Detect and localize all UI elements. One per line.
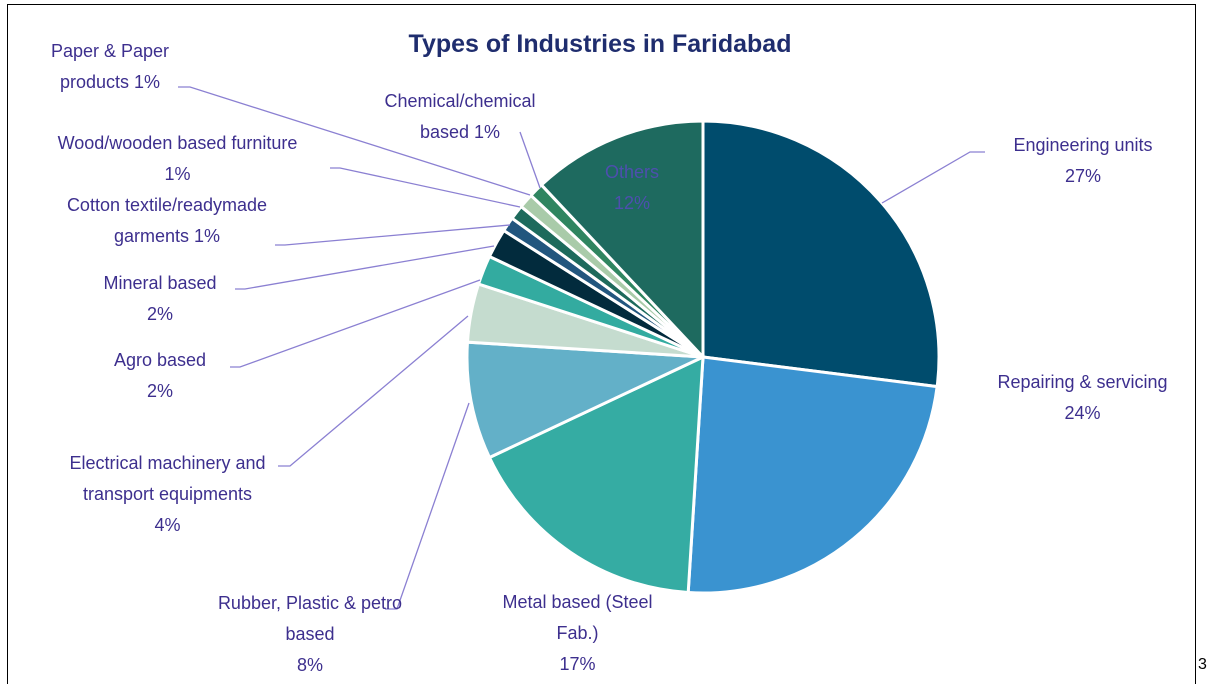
value-label: 17% — [559, 654, 596, 674]
leader-line — [275, 224, 511, 246]
leader-line — [330, 167, 521, 208]
value-label: 8% — [296, 655, 323, 675]
pie-slice — [487, 354, 705, 595]
pie-slice — [539, 119, 705, 361]
category-name: Rubber, Plastic & petro based — [217, 593, 403, 644]
category-name: Others — [604, 162, 660, 182]
slice-label: Paper & Paper products 1% — [35, 36, 185, 98]
leader-line — [385, 402, 470, 610]
value-label: 24% — [1064, 403, 1101, 423]
leader-line — [881, 151, 985, 204]
value-label: 1% — [194, 226, 221, 246]
slice-label: Cotton textile/readymade garments 1% — [32, 190, 302, 252]
leader-line — [178, 86, 531, 196]
pie-slice — [465, 340, 704, 460]
category-name: Repairing & servicing — [997, 372, 1168, 392]
pie-slice — [701, 119, 941, 389]
value-label: 4% — [154, 515, 181, 535]
leader-line — [519, 131, 541, 189]
category-name: Agro based — [113, 350, 207, 370]
value-label: 1% — [164, 164, 191, 184]
slice-label: Wood/wooden based furniture 1% — [20, 128, 335, 190]
value-label: 2% — [146, 381, 173, 401]
slice-label: Mineral based 2% — [80, 268, 240, 330]
slice-label: Electrical machinery and transport equip… — [65, 448, 270, 541]
value-label: 1% — [474, 122, 501, 142]
slice-label: Repairing & servicing 24% — [975, 367, 1190, 429]
pie-slice — [686, 355, 939, 595]
category-name: Wood/wooden based furniture — [57, 133, 298, 153]
slice-label: Agro based 2% — [80, 345, 240, 407]
category-name: Chemical/chemical based — [384, 91, 536, 142]
chart-title: Types of Industries in Faridabad — [408, 30, 792, 58]
slice-label: Others 12% — [582, 157, 682, 219]
leader-line — [235, 245, 495, 290]
category-name: Electrical machinery and transport equip… — [69, 453, 266, 504]
category-name: Paper & Paper products — [50, 41, 170, 92]
category-name: Engineering units — [1013, 135, 1153, 155]
value-label: 27% — [1064, 166, 1102, 186]
page-number: 31 — [1198, 656, 1208, 673]
category-name: Cotton textile/readymade garments — [66, 195, 268, 246]
slice-label: Metal based (Steel Fab.) 17% — [480, 587, 675, 680]
slice-label: Chemical/chemical based 1% — [360, 86, 560, 148]
value-label: 2% — [146, 304, 173, 324]
category-name: Mineral based — [103, 273, 217, 293]
slice-label: Engineering units 27% — [978, 130, 1188, 192]
slice-label: Rubber, Plastic & petro based 8% — [215, 588, 405, 681]
value-label: 12% — [613, 193, 651, 213]
leader-line — [278, 315, 469, 467]
chart-border — [7, 4, 1196, 684]
value-label: 1% — [134, 72, 161, 92]
leader-line — [230, 279, 481, 368]
category-name: Metal based (Steel Fab.) — [502, 592, 653, 643]
